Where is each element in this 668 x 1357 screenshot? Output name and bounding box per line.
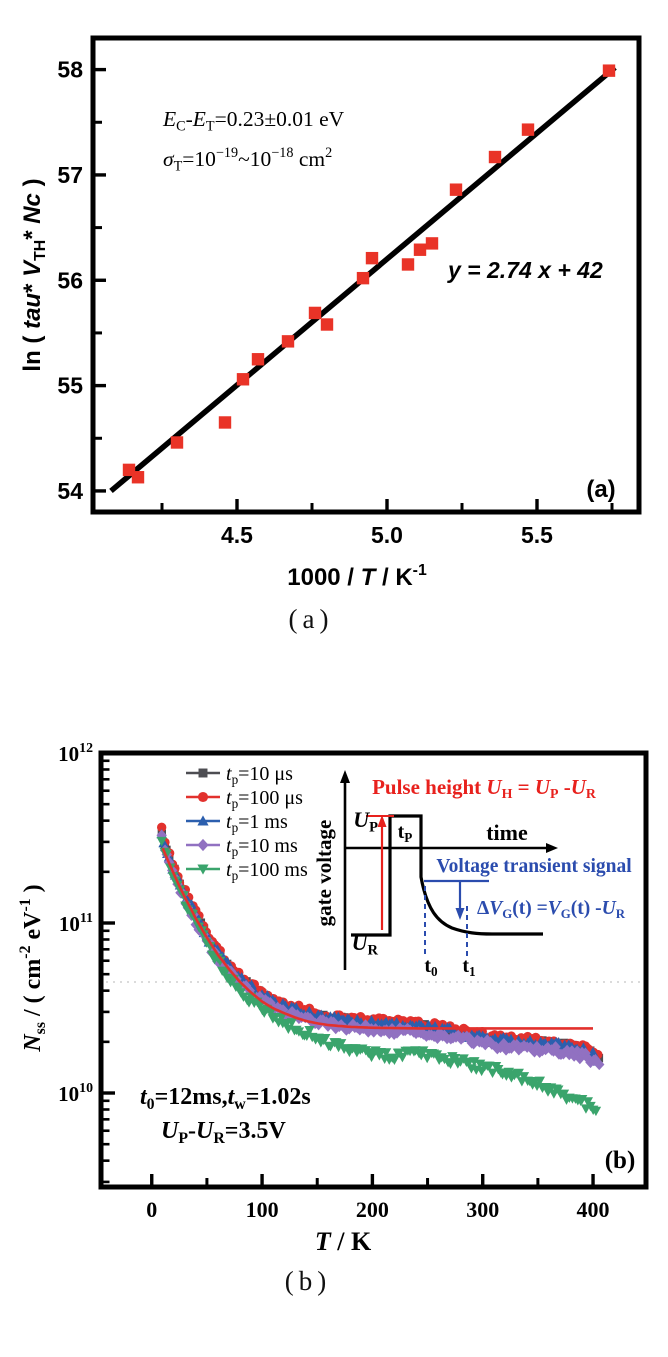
y-tick-label: 55 xyxy=(57,373,83,399)
x-tick-label: 5.0 xyxy=(371,522,403,548)
inset-ur-label: UR xyxy=(352,930,379,958)
chart-b-annotation-voltage: UP-UR=3.5V xyxy=(161,1118,286,1147)
legend-item-4: tp=100 ms xyxy=(186,859,308,883)
legend-item-1: tp=100 μs xyxy=(186,787,303,811)
y-tick-label: 54 xyxy=(57,478,83,504)
chart-a-y-axis-ticks: 54 55 56 57 58 xyxy=(57,57,106,504)
inset-x-arrowhead xyxy=(546,843,558,853)
chart-a: 4.5 5.0 5.5 54 55 56 57 58 1000 / T / K-1 ln ( ta… xyxy=(19,35,642,591)
chart-b-fit-line xyxy=(161,847,593,1030)
chart-b-panel-label: (b) xyxy=(605,1147,636,1174)
x-tick-label: 200 xyxy=(356,1197,389,1222)
x-tick-label: 300 xyxy=(466,1197,499,1222)
legend-label: tp=100 μs xyxy=(226,787,303,811)
data-point xyxy=(401,258,415,271)
chart-b-x-axis-label: T / K xyxy=(315,1227,372,1256)
y-tick-label: 57 xyxy=(57,162,83,188)
chart-a-x-axis-ticks: 4.5 5.0 5.5 xyxy=(160,499,614,548)
data-point xyxy=(425,237,439,250)
data-point xyxy=(356,271,370,285)
data-point xyxy=(251,353,265,366)
legend-item-2: tp=1 ms xyxy=(186,811,288,835)
chart-a-frame xyxy=(90,35,642,515)
inset-waveform xyxy=(351,814,543,937)
x-tick-label: 5.5 xyxy=(521,522,553,548)
chart-a-y-axis-label: ln ( tau* VTH* Nc ) xyxy=(19,178,49,371)
data-point xyxy=(236,373,250,386)
chart-b-frame xyxy=(98,750,649,1190)
legend-label: tp=1 ms xyxy=(226,811,288,835)
data-point xyxy=(521,123,535,136)
y-tick-label: 58 xyxy=(57,57,83,83)
y-tick-label: 56 xyxy=(57,267,83,293)
y-tick-label: 1010 xyxy=(58,1080,93,1106)
chart-a-fit-equation: y = 2.74 x + 42 xyxy=(447,257,603,283)
inset-tp-label: tP xyxy=(398,821,413,845)
legend-item-0: tp=10 μs xyxy=(186,763,293,787)
legend-label: tp=100 ms xyxy=(226,859,308,883)
inset-delta-label: ΔVG(t) =VG(t) -UR xyxy=(477,898,626,921)
data-point xyxy=(170,436,184,449)
x-tick-label: 100 xyxy=(246,1197,279,1222)
chart-b-inset: Pulse height UH = UP -UR time gate voltage… xyxy=(312,770,632,979)
legend-label: tp=10 μs xyxy=(226,763,293,787)
chart-b-y-axis-ticks: 1010 1011 1012 xyxy=(58,740,115,1184)
x-tick-label: 0 xyxy=(146,1197,157,1222)
data-point xyxy=(365,251,379,265)
inset-time-label: time xyxy=(486,820,528,845)
inset-delta-arrowhead xyxy=(455,908,465,920)
chart-b-x-axis-ticks: 0 100 200 300 400 xyxy=(146,1174,610,1222)
inset-title: Pulse height UH = UP -UR xyxy=(372,775,597,801)
data-point xyxy=(449,183,463,196)
chart-b-annotation-timing: t0=12ms,tw=1.02s xyxy=(140,1084,311,1113)
caption-b: (b) xyxy=(284,1266,332,1296)
data-point xyxy=(131,471,145,484)
data-point xyxy=(308,306,322,320)
data-point xyxy=(218,416,232,429)
legend-label: tp=10 ms xyxy=(226,835,298,859)
data-point xyxy=(413,243,427,256)
inset-transient-label: Voltage transient signal xyxy=(436,856,632,877)
chart-b-series-4 xyxy=(156,836,602,1117)
inset-t0-label: t0 xyxy=(424,955,438,979)
data-point xyxy=(320,318,334,331)
chart-a-scatter-points xyxy=(122,64,616,484)
chart-a-annotation-sigma: σT=10−19~10−18 cm2 xyxy=(163,145,332,174)
chart-a-x-axis-label: 1000 / T / K-1 xyxy=(287,562,427,591)
inset-pulse-arrowhead xyxy=(377,815,387,827)
data-point xyxy=(281,335,295,348)
legend-item-3: tp=10 ms xyxy=(186,835,298,859)
y-tick-label: 1012 xyxy=(58,740,93,766)
inset-y-arrowhead xyxy=(340,770,350,783)
chart-b-y-axis-label: Nss / ( cm-2 eV-1 ) xyxy=(17,884,49,1052)
chart-b: 0 100 200 300 400 1010 1011 1012 T / K Nss / ( cm… xyxy=(17,740,649,1256)
x-tick-label: 400 xyxy=(577,1197,610,1222)
y-tick-label: 1011 xyxy=(59,910,93,936)
caption-a: (a) xyxy=(288,604,334,634)
data-point xyxy=(488,150,502,164)
inset-up-label: UP xyxy=(353,807,378,835)
x-tick-label: 4.5 xyxy=(221,522,253,548)
data-point xyxy=(602,64,616,77)
inset-t1-label: t1 xyxy=(462,955,475,979)
chart-a-panel-label: (a) xyxy=(586,476,615,503)
chart-a-annotation-energy: EC-ET=0.23±0.01 eV xyxy=(162,107,345,134)
inset-gate-voltage-label: gate voltage xyxy=(312,820,336,927)
